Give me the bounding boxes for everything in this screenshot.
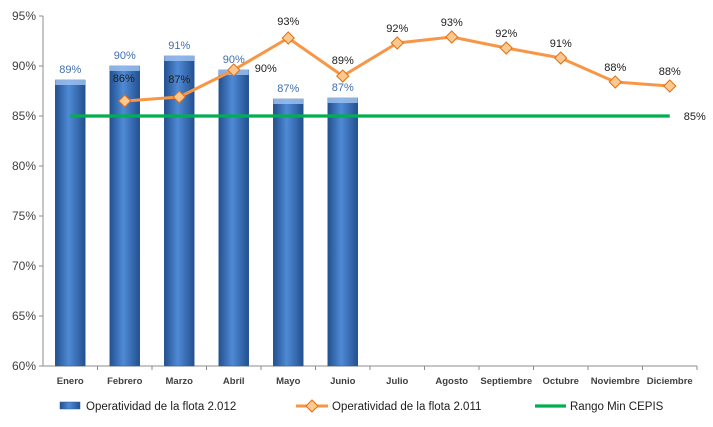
reference-line-series: 85% bbox=[70, 111, 706, 123]
legend: Operatividad de la flota 2.012 Operativid… bbox=[59, 399, 664, 413]
line-data-label: 90% bbox=[255, 63, 277, 75]
line-point bbox=[336, 69, 350, 83]
y-tick-label: 90% bbox=[12, 59, 36, 73]
bar-data-label: 87% bbox=[332, 82, 354, 94]
line-data-label: 91% bbox=[550, 38, 572, 50]
x-tick-label: Febrero bbox=[107, 376, 143, 387]
x-tick-label: Junio bbox=[330, 376, 356, 387]
y-tick-label: 95% bbox=[12, 9, 36, 23]
line-data-label: 89% bbox=[332, 55, 354, 67]
y-tick-label: 65% bbox=[12, 309, 36, 323]
bar bbox=[218, 69, 249, 367]
line-data-label: 88% bbox=[659, 66, 681, 78]
bar-top-highlight bbox=[327, 98, 358, 103]
line-data-label: 87% bbox=[168, 74, 190, 86]
bar bbox=[109, 65, 140, 367]
bar-data-label: 90% bbox=[223, 54, 245, 66]
line-data-label: 93% bbox=[277, 16, 299, 28]
y-tick-label: 80% bbox=[12, 159, 36, 173]
bar-data-label: 91% bbox=[168, 40, 190, 52]
line-data-label: 92% bbox=[386, 23, 408, 35]
line-data-label: 93% bbox=[441, 17, 463, 29]
bar-top-highlight bbox=[109, 66, 140, 71]
x-tick-label: Octubre bbox=[543, 376, 579, 387]
y-tick-label: 85% bbox=[12, 109, 36, 123]
line-point bbox=[445, 30, 459, 44]
bar-data-labels: 89%90%91%90%87% 87% bbox=[59, 40, 354, 95]
y-tick-label: 60% bbox=[12, 359, 36, 373]
bar-top-highlight bbox=[55, 80, 86, 85]
line-data-labels: 86% 87% 90% 93% 89% 92% 93% 92% 91% 88% 88% bbox=[113, 16, 681, 86]
legend-swatch-marker bbox=[305, 399, 319, 413]
line-data-label: 86% bbox=[113, 73, 135, 85]
bar-series bbox=[55, 55, 358, 367]
line-point bbox=[227, 63, 241, 77]
bar bbox=[327, 97, 358, 367]
y-tick-label: 75% bbox=[12, 209, 36, 223]
line-point bbox=[554, 51, 568, 65]
x-tick-label: Agosto bbox=[435, 376, 468, 387]
line-point bbox=[172, 90, 186, 104]
x-tick-label: Enero bbox=[57, 376, 84, 387]
axes: 60% 65% 70% 75% 80% 85% 90% 95% Enero Febrero Marz… bbox=[12, 9, 698, 387]
line-point bbox=[608, 75, 622, 89]
bar-top-highlight bbox=[273, 99, 304, 104]
x-tick-label: Diciembre bbox=[647, 376, 693, 387]
reference-line-label: 85% bbox=[684, 111, 706, 123]
legend-swatch-bar bbox=[59, 401, 81, 410]
x-tick-label: Septiembre bbox=[480, 376, 532, 387]
line-series bbox=[118, 30, 677, 108]
line-data-label: 88% bbox=[604, 62, 626, 74]
line-point bbox=[499, 41, 513, 55]
bar bbox=[164, 55, 195, 367]
bar-data-label: 87% bbox=[277, 83, 299, 95]
x-tick-label: Abril bbox=[223, 376, 245, 387]
line-point bbox=[281, 31, 295, 45]
bar-data-label: 89% bbox=[59, 64, 81, 76]
x-tick-label: Mayo bbox=[276, 376, 300, 387]
x-tick-label: Marzo bbox=[166, 376, 194, 387]
line-point bbox=[118, 94, 132, 108]
y-tick-label: 70% bbox=[12, 259, 36, 273]
legend-label-bar: Operatividad de la flota 2.012 bbox=[86, 401, 236, 413]
x-tick-label: Noviembre bbox=[591, 376, 640, 387]
line-point bbox=[663, 79, 677, 93]
bar bbox=[55, 79, 86, 367]
legend-label-reference: Rango Min CEPIS bbox=[570, 401, 664, 413]
legend-label-line: Operatividad de la flota 2.011 bbox=[332, 401, 481, 413]
bar-data-label: 90% bbox=[114, 50, 136, 62]
line-point bbox=[390, 36, 404, 50]
bar bbox=[273, 98, 304, 367]
bar-top-highlight bbox=[164, 56, 195, 61]
x-tick-label: Julio bbox=[386, 376, 408, 387]
line-data-label: 92% bbox=[495, 28, 517, 40]
